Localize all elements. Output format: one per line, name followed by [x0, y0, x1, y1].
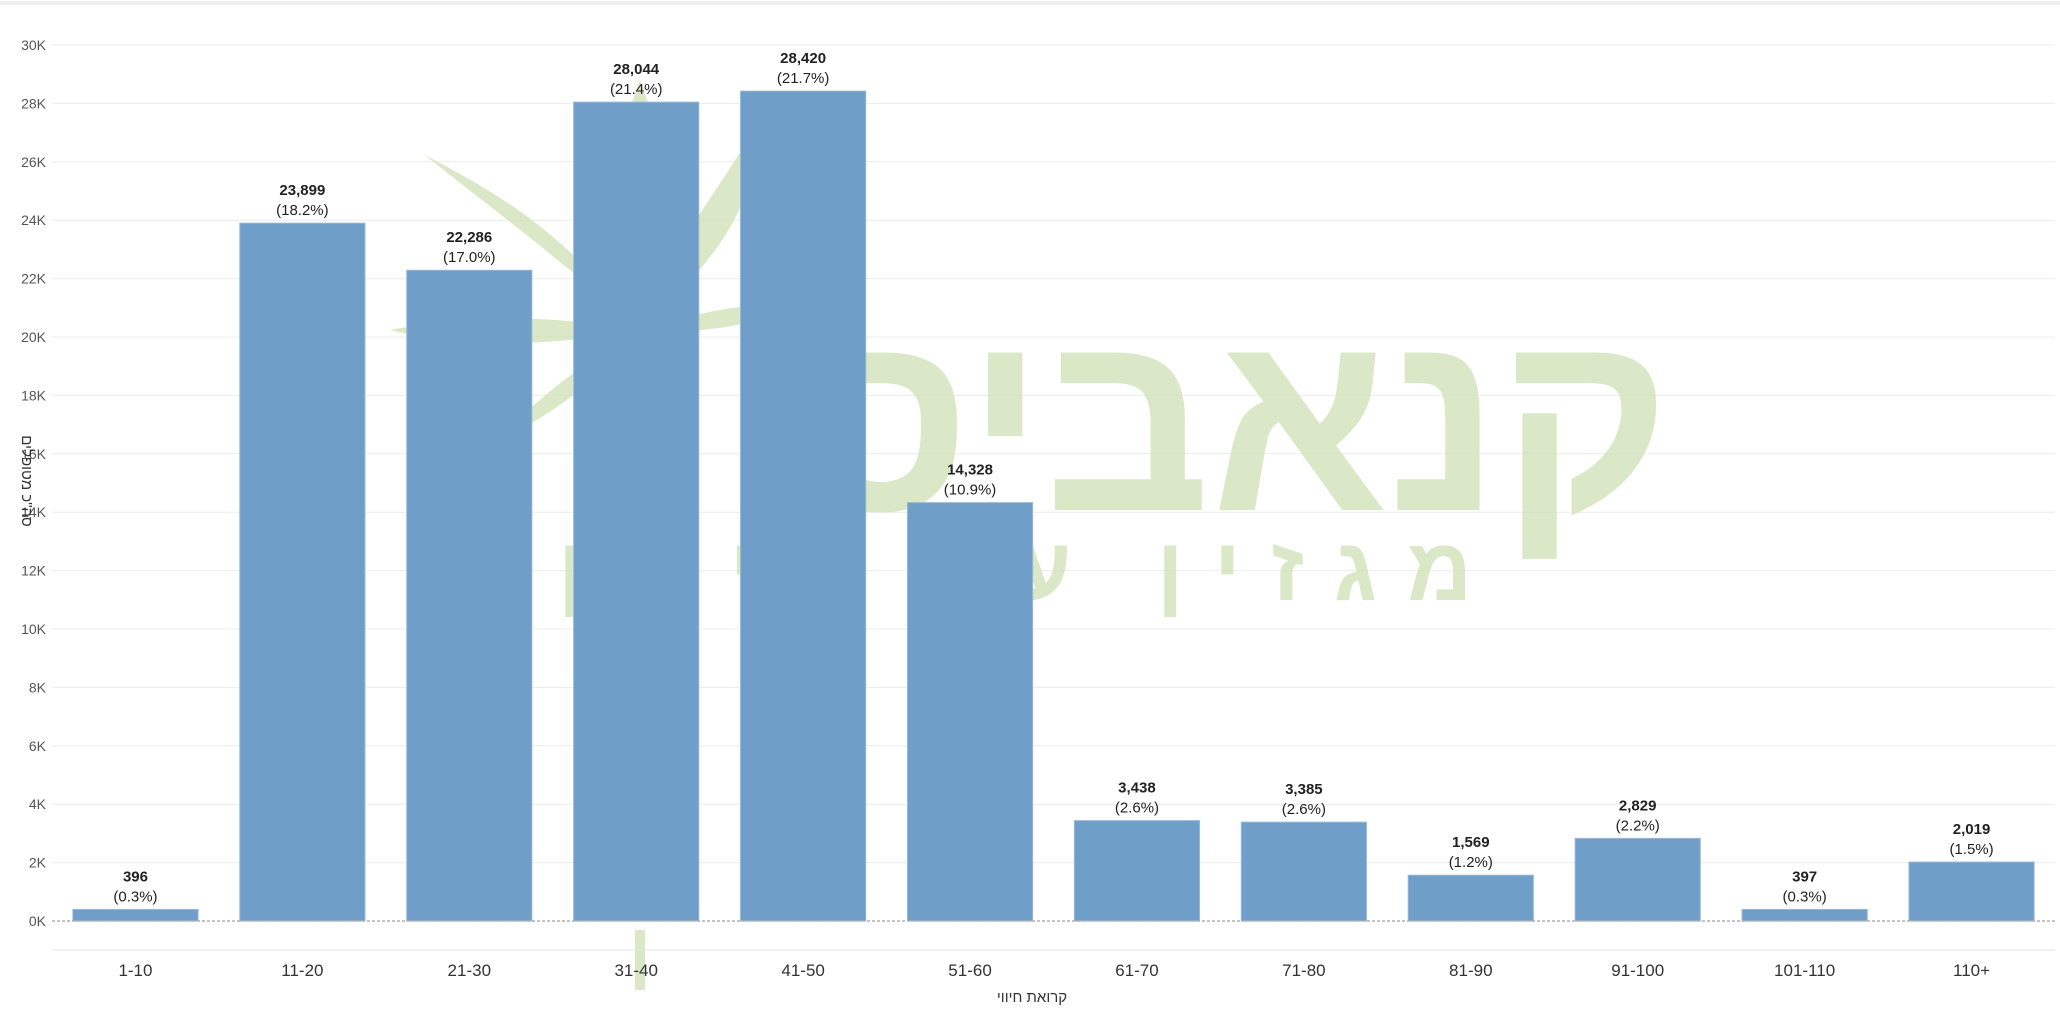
y-tick-label: 30K — [21, 37, 47, 53]
bar-percent-label: (18.2%) — [276, 202, 329, 219]
bar — [741, 91, 866, 921]
y-tick-label: 20K — [21, 329, 47, 345]
y-tick-label: 10K — [21, 621, 47, 637]
bar-value-label: 22,286 — [446, 229, 492, 246]
x-category-label: 51-60 — [948, 961, 991, 980]
bar-value-label: 28,044 — [613, 61, 660, 78]
x-axis-title: קרואת חיווי — [997, 989, 1067, 1006]
bar — [907, 503, 1032, 921]
y-tick-label: 8K — [29, 679, 47, 695]
y-axis-title: סה"כ מטופלים — [18, 435, 35, 527]
bar-percent-label: (2.6%) — [1115, 800, 1159, 817]
bar-percent-label: (0.3%) — [1783, 888, 1827, 905]
bar-percent-label: (1.5%) — [1949, 841, 1993, 858]
bar-percent-label: (0.3%) — [113, 888, 157, 905]
bar-value-label: 3,438 — [1118, 780, 1156, 797]
x-category-label: 81-90 — [1449, 961, 1492, 980]
bar — [1909, 862, 2034, 921]
x-category-label: 61-70 — [1115, 961, 1158, 980]
bar-value-label: 23,899 — [279, 182, 325, 199]
x-axis-categories: 1-10 11-20 21-30 31-40 41-50 51-60 61-70 71-80 8… — [118, 961, 1990, 980]
bar-value-label: 28,420 — [780, 50, 826, 67]
x-category-label: 110+ — [1953, 961, 1990, 980]
bar-value-label: 1,569 — [1452, 834, 1490, 851]
x-category-label: 71-80 — [1282, 961, 1325, 980]
x-category-label: 41-50 — [781, 961, 824, 980]
bar-percent-label: (21.4%) — [610, 81, 663, 98]
x-category-label: 21-30 — [448, 961, 491, 980]
y-tick-label: 24K — [21, 212, 47, 228]
y-tick-label: 0K — [29, 913, 47, 929]
y-tick-label: 28K — [21, 95, 47, 111]
bar-value-label: 397 — [1792, 868, 1817, 885]
bar-value-label: 2,019 — [1953, 821, 1991, 838]
bar-percent-label: (2.2%) — [1616, 817, 1660, 834]
bar-percent-label: (21.7%) — [777, 70, 830, 87]
y-tick-label: 12K — [21, 563, 47, 579]
x-category-label: 91-100 — [1611, 961, 1664, 980]
bar-percent-label: (10.9%) — [944, 482, 997, 499]
bar-value-label: 14,328 — [947, 462, 993, 479]
y-tick-label: 4K — [29, 796, 47, 812]
x-category-label: 1-10 — [118, 961, 152, 980]
bar-value-label: 2,829 — [1619, 797, 1657, 814]
bar — [574, 102, 699, 921]
y-tick-label: 22K — [21, 271, 47, 287]
x-category-label: 11-20 — [281, 961, 323, 980]
y-tick-label: 26K — [21, 154, 47, 170]
y-tick-label: 2K — [29, 855, 47, 871]
bar — [240, 223, 365, 921]
bar — [73, 909, 198, 921]
bar — [1241, 822, 1366, 921]
y-tick-label: 6K — [29, 738, 47, 754]
bar-percent-label: (1.2%) — [1449, 854, 1493, 871]
bar — [1742, 909, 1867, 921]
bar-value-label: 3,385 — [1285, 781, 1323, 798]
bar — [407, 270, 532, 921]
bar — [1408, 875, 1533, 921]
y-tick-label: 18K — [21, 387, 47, 403]
bar-value-label: 396 — [123, 868, 148, 885]
bar — [1575, 838, 1700, 921]
bar — [1074, 821, 1199, 921]
x-category-label: 31-40 — [614, 961, 657, 980]
x-category-label: 101-110 — [1774, 961, 1835, 980]
bar-percent-label: (17.0%) — [443, 249, 496, 266]
bar-percent-label: (2.6%) — [1282, 801, 1326, 818]
